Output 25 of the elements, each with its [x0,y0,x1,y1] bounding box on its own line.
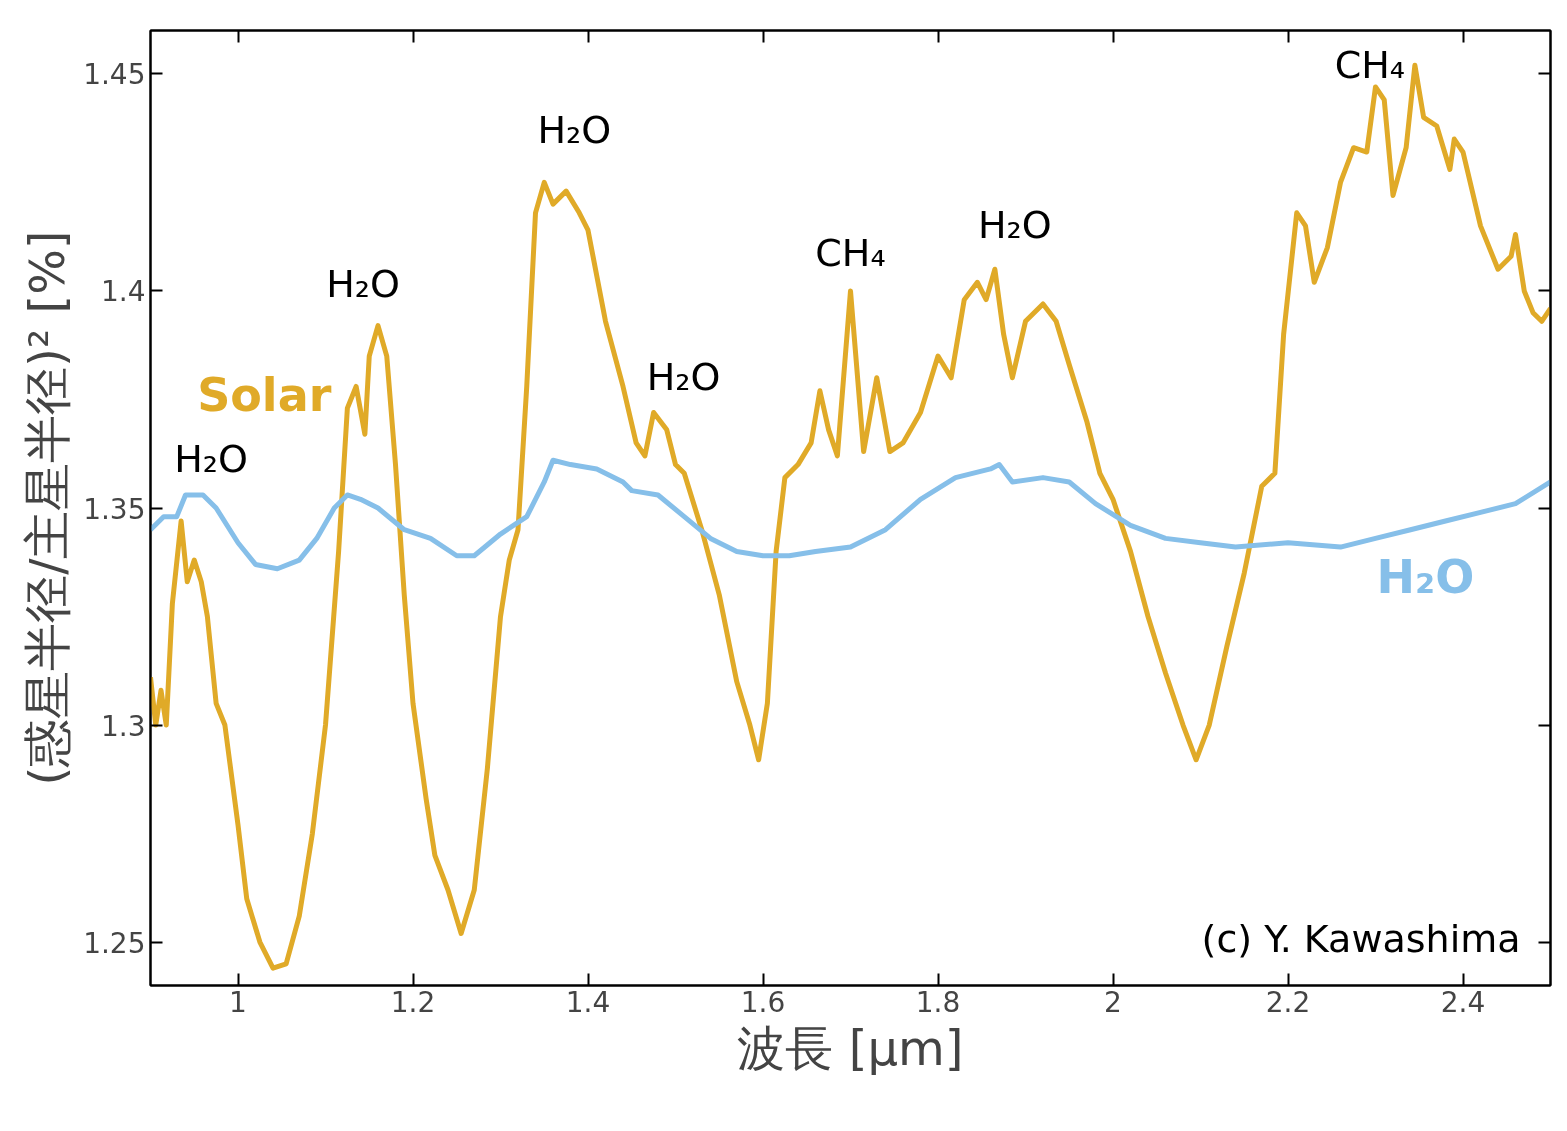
series-label: Solar [197,368,332,423]
annotation: (c) Y. Kawashima [1201,916,1521,961]
x-tick-label: 1.6 [740,985,786,1019]
annotation: H₂O [978,203,1052,248]
x-tick-label: 1.4 [565,985,611,1019]
x-tick-label: 1.2 [390,985,436,1019]
annotation: H₂O [174,437,248,482]
x-tick-label: 2.2 [1265,985,1311,1019]
y-tick-label: 1.45 [83,58,146,92]
series-label: H₂O [1376,550,1475,605]
y-tick-label: 1.25 [83,926,146,960]
x-tick-label: 2.4 [1440,985,1486,1019]
y-tick-label: 1.35 [83,492,146,526]
y-axis-title: (惑星半径/主星半径)² [%] [19,230,76,786]
y-tick-label: 1.4 [100,275,146,309]
annotation: CH₄ [1334,43,1406,88]
annotation: CH₄ [815,230,886,275]
x-tick-label: 2 [1104,985,1122,1019]
x-tick-label: 1.8 [915,985,961,1019]
y-tick-label: 1.3 [100,709,146,743]
annotation: H₂O [646,354,721,399]
x-axis-title: 波長 [μm] [737,1019,964,1076]
x-tick-label: 1 [229,985,247,1019]
annotation: H₂O [326,261,400,306]
annotation: H₂O [537,108,612,153]
